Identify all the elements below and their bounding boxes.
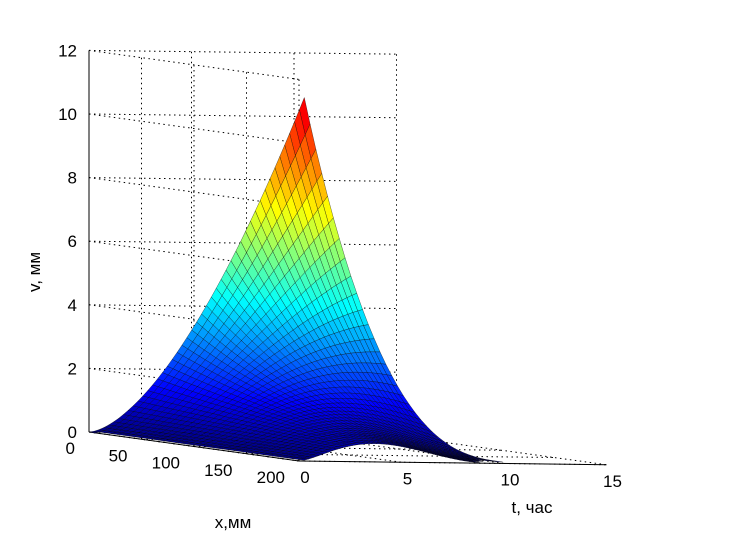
surface-patch — [491, 460, 503, 463]
grid-line-v — [88, 49, 300, 80]
v-tick-label: 10 — [58, 105, 77, 124]
x-tick-label: 200 — [257, 468, 285, 487]
t-axis-line — [298, 460, 607, 466]
t-tick-label: 0 — [300, 468, 309, 487]
v-tick-label: 4 — [68, 296, 77, 315]
surface-mesh — [88, 96, 503, 463]
grid-line-v — [88, 240, 397, 246]
surface-patch — [298, 458, 309, 461]
t-tick-label: 10 — [501, 471, 520, 490]
zlabel: v, мм — [25, 252, 44, 292]
v-tick-label: 12 — [58, 41, 77, 60]
grid-line-v — [88, 177, 397, 182]
grid-line-v — [88, 177, 300, 208]
x-tick-label: 50 — [109, 446, 128, 465]
x-tick-label: 0 — [66, 439, 75, 458]
v-tick-label: 0 — [68, 423, 77, 442]
ylabel: x,мм — [215, 513, 252, 532]
x-axis-line — [88, 431, 300, 462]
t-tick-label: 5 — [403, 469, 412, 488]
v-tick-label: 8 — [68, 169, 77, 188]
x-tick-label: 150 — [204, 461, 232, 480]
x-tick-label: 100 — [152, 454, 180, 473]
t-tick-label: 15 — [603, 472, 622, 491]
grid-line-v — [88, 49, 397, 55]
xlabel: t, час — [512, 498, 553, 517]
grid-line-v — [88, 113, 300, 144]
grid-line-v — [88, 113, 397, 119]
grid-line-v — [88, 304, 300, 335]
v-tick-label: 2 — [68, 359, 77, 378]
v-tick-label: 6 — [68, 232, 77, 251]
